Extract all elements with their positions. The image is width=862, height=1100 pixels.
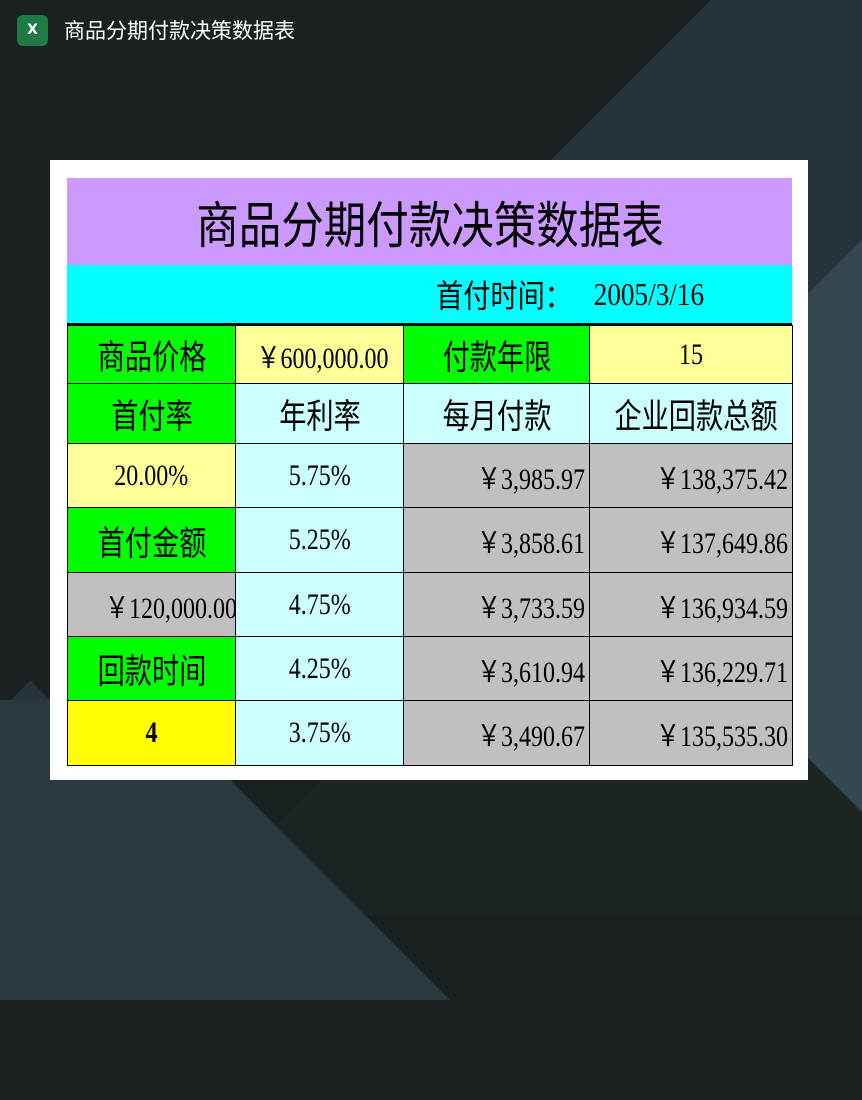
table-row: ￥120,000.00 4.75% ￥3,733.59 ￥136,934.59 bbox=[67, 572, 793, 637]
cell-text: ￥3,858.61 bbox=[477, 527, 585, 560]
sheet-preview: 商品分期付款决策数据表 首付时间： 2005/3/16 商品价格 ￥600,000… bbox=[50, 160, 808, 780]
monthly-cell[interactable]: ￥3,490.67 bbox=[403, 700, 590, 766]
table-row: 商品价格 ￥600,000.00 付款年限 15 bbox=[67, 325, 793, 384]
cell-text: 15 bbox=[679, 337, 703, 371]
total-cell[interactable]: ￥135,535.30 bbox=[589, 700, 793, 766]
cell-text: 3.75% bbox=[288, 716, 351, 749]
spreadsheet: 商品分期付款决策数据表 首付时间： 2005/3/16 商品价格 ￥600,000… bbox=[67, 178, 793, 766]
monthly-cell[interactable]: ￥3,610.94 bbox=[403, 636, 590, 701]
cell-text: 商品价格 bbox=[97, 340, 206, 377]
sheet-title-text: 商品分期付款决策数据表 bbox=[195, 197, 664, 254]
monthly-cell[interactable]: ￥3,733.59 bbox=[403, 572, 590, 637]
payback-cell[interactable]: 4 bbox=[67, 700, 236, 766]
cell-text: 首付金额 bbox=[97, 525, 206, 563]
table-row: 首付金额 5.25% ￥3,858.61 ￥137,649.86 bbox=[67, 507, 793, 573]
rate-cell[interactable]: 5.25% bbox=[235, 507, 404, 573]
cell-text: ￥3,733.59 bbox=[477, 591, 585, 625]
first-payment-date-label: 首付时间： bbox=[436, 278, 573, 314]
total-cell[interactable]: ￥136,229.71 bbox=[589, 636, 793, 701]
cell-text: ￥3,490.67 bbox=[477, 720, 585, 753]
table-row: 4 3.75% ￥3,490.67 ￥135,535.30 bbox=[67, 700, 793, 766]
table-row: 首付率 年利率 每月付款 企业回款总额 bbox=[67, 383, 793, 444]
table-row: 20.00% 5.75% ￥3,985.97 ￥138,375.42 bbox=[67, 443, 793, 508]
total-cell[interactable]: ￥137,649.86 bbox=[589, 507, 793, 573]
cell-text: 每月付款 bbox=[442, 399, 551, 436]
cell-text: 4 bbox=[145, 716, 158, 749]
down-amount-cell[interactable]: ￥120,000.00 bbox=[67, 572, 236, 637]
cell-text: 首付率 bbox=[110, 399, 193, 436]
first-payment-date: 2005/3/16 bbox=[593, 275, 705, 312]
monthly-cell[interactable]: ￥3,985.97 bbox=[403, 443, 590, 508]
rate-cell[interactable]: 5.75% bbox=[235, 443, 404, 508]
cell-text: ￥3,985.97 bbox=[477, 462, 585, 496]
down-amount-label[interactable]: 首付金额 bbox=[67, 507, 236, 573]
price-label[interactable]: 商品价格 bbox=[67, 325, 236, 384]
cell-text: ￥137,649.86 bbox=[656, 527, 788, 560]
rate-cell[interactable]: 3.75% bbox=[235, 700, 404, 766]
term-label[interactable]: 付款年限 bbox=[403, 325, 590, 384]
excel-icon: X bbox=[17, 14, 48, 46]
data-table: 商品价格 ￥600,000.00 付款年限 15 首付率 年利率 每月付款 企业… bbox=[67, 325, 793, 766]
window-title: 商品分期付款决策数据表 bbox=[64, 19, 295, 43]
cell-text: ￥120,000.00 bbox=[105, 591, 236, 625]
cell-text: 4.25% bbox=[288, 651, 351, 685]
cell-text: ￥136,229.71 bbox=[656, 655, 788, 689]
cell-text: 付款年限 bbox=[442, 340, 551, 377]
cell-text: ￥600,000.00 bbox=[256, 341, 389, 375]
total-cell[interactable]: ￥138,375.42 bbox=[589, 443, 793, 508]
cell-text: 年利率 bbox=[278, 399, 361, 436]
header-total-return[interactable]: 企业回款总额 bbox=[589, 383, 793, 444]
payback-label[interactable]: 回款时间 bbox=[67, 636, 236, 701]
table-row: 回款时间 4.25% ￥3,610.94 ￥136,229.71 bbox=[67, 636, 793, 701]
cell-text: 5.25% bbox=[288, 523, 351, 556]
first-payment-date-row: 首付时间： 2005/3/16 bbox=[67, 265, 792, 325]
cell-text: 回款时间 bbox=[97, 654, 206, 691]
down-rate-cell[interactable]: 20.00% bbox=[67, 443, 236, 508]
cell-text: ￥136,934.59 bbox=[656, 591, 788, 625]
title-bar: X 商品分期付款决策数据表 bbox=[0, 0, 295, 60]
cell-text: ￥135,535.30 bbox=[656, 720, 788, 753]
monthly-cell[interactable]: ￥3,858.61 bbox=[403, 507, 590, 573]
cell-text: ￥138,375.42 bbox=[656, 462, 788, 496]
cell-text: 5.75% bbox=[288, 458, 351, 492]
term-cell[interactable]: 15 bbox=[589, 325, 793, 384]
cell-text: 20.00% bbox=[114, 458, 189, 492]
down-rate-label[interactable]: 首付率 bbox=[67, 383, 236, 444]
header-monthly-payment[interactable]: 每月付款 bbox=[403, 383, 590, 444]
total-cell[interactable]: ￥136,934.59 bbox=[589, 572, 793, 637]
cell-text: 4.75% bbox=[288, 587, 351, 621]
header-annual-rate[interactable]: 年利率 bbox=[235, 383, 404, 444]
rate-cell[interactable]: 4.25% bbox=[235, 636, 404, 701]
price-cell[interactable]: ￥600,000.00 bbox=[235, 325, 404, 384]
rate-cell[interactable]: 4.75% bbox=[235, 572, 404, 637]
cell-text: ￥3,610.94 bbox=[477, 655, 585, 689]
cell-text: 企业回款总额 bbox=[614, 399, 778, 436]
sheet-title: 商品分期付款决策数据表 bbox=[67, 178, 792, 265]
